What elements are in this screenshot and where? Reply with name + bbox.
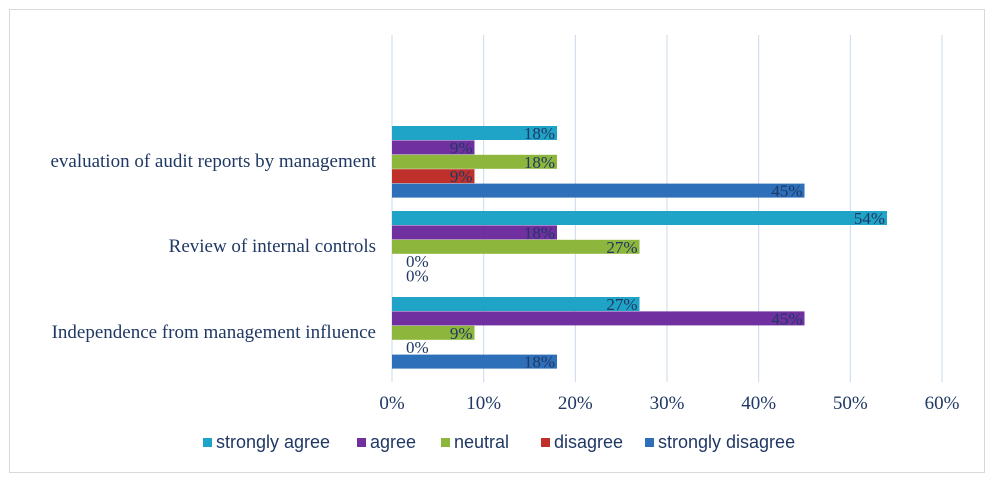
- bar-agree: [392, 311, 805, 326]
- legend-label: agree: [370, 432, 416, 452]
- data-label: 0%: [406, 338, 429, 357]
- x-tick-label: 60%: [925, 393, 960, 414]
- bar-neutral: [392, 239, 640, 254]
- x-tick-label: 0%: [379, 393, 405, 414]
- category-labels: evaluation of audit reports by managemen…: [50, 151, 376, 343]
- legend-swatch: [357, 438, 366, 447]
- data-label: 0%: [406, 267, 429, 286]
- bar-neutral: [392, 325, 475, 340]
- x-tick-label: 20%: [558, 393, 593, 414]
- data-label: 9%: [450, 167, 473, 186]
- data-labels: 18%9%18%9%45%54%18%27%0%0%27%45%9%0%18%: [406, 124, 885, 372]
- data-label: 18%: [524, 153, 555, 172]
- data-label: 18%: [524, 124, 555, 143]
- bar-neutral: [392, 154, 557, 169]
- bar-strongly-disagree: [392, 354, 557, 369]
- x-tick-labels: 0% 10% 20% 30% 40% 50% 60%: [379, 393, 959, 414]
- legend-swatch: [203, 438, 212, 447]
- bar-agree: [392, 225, 557, 240]
- bar-strongly-agree: [392, 126, 557, 140]
- data-label: 45%: [771, 182, 802, 201]
- legend-swatch: [541, 438, 550, 447]
- data-label: 0%: [406, 252, 429, 271]
- bar-strongly-agree: [392, 297, 640, 311]
- category-label: evaluation of audit reports by managemen…: [50, 151, 376, 172]
- data-label: 9%: [450, 138, 473, 157]
- bar-disagree: [392, 169, 475, 184]
- legend-label: neutral: [454, 432, 509, 452]
- data-label: 45%: [771, 309, 802, 328]
- legend-label: disagree: [554, 432, 623, 452]
- x-tick-label: 10%: [466, 393, 501, 414]
- data-label: 18%: [524, 353, 555, 372]
- data-label: 27%: [606, 238, 637, 257]
- category-label: Independence from management influence: [52, 322, 376, 343]
- data-label: 27%: [606, 295, 637, 314]
- legend: strongly agree agree neutral disagree strong…: [203, 432, 795, 452]
- data-label: 9%: [450, 324, 473, 343]
- legend-swatch: [441, 438, 450, 447]
- x-tick-label: 30%: [650, 393, 685, 414]
- legend-label: strongly disagree: [658, 432, 795, 452]
- data-label: 18%: [524, 223, 555, 242]
- bars: [392, 126, 887, 369]
- legend-swatch: [645, 438, 654, 447]
- bar-agree: [392, 140, 475, 155]
- bar-strongly-agree: [392, 211, 887, 225]
- data-label: 54%: [854, 209, 885, 228]
- x-tick-label: 50%: [833, 393, 868, 414]
- legend-label: strongly agree: [216, 432, 330, 452]
- bar-strongly-disagree: [392, 183, 805, 198]
- category-label: Review of internal controls: [169, 236, 376, 257]
- x-tick-label: 40%: [741, 393, 776, 414]
